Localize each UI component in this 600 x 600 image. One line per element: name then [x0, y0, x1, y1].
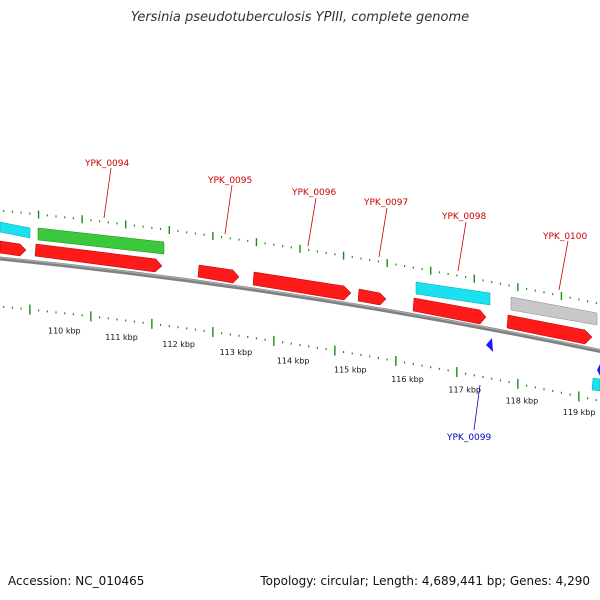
scale-label: 111 kbp	[105, 333, 138, 342]
upper-tick-track	[3, 209, 597, 305]
cds-arrow-left[interactable]	[0, 240, 27, 257]
gene-label-ypk-0094[interactable]: YPK_0094	[84, 159, 130, 169]
feature-blue-right-edge[interactable]	[597, 364, 600, 376]
gene-label-ypk-0096[interactable]: YPK_0096	[291, 188, 337, 198]
gene-label-ypk-0097[interactable]: YPK_0097	[363, 198, 408, 208]
feature-cyan-ypk-0098[interactable]	[415, 281, 491, 306]
scale-label: 113 kbp	[220, 348, 253, 357]
scale-label: 116 kbp	[391, 375, 424, 384]
feature-cyan-right-edge[interactable]	[591, 377, 600, 392]
feature-track	[0, 221, 600, 392]
cds-arrow-ypk-0096[interactable]	[252, 271, 352, 301]
genome-backbone	[0, 256, 600, 354]
gene-label-ypk-0099[interactable]: YPK_0099	[446, 433, 492, 443]
accession-text: Accession: NC_010465	[8, 574, 145, 588]
gene-label-leaders	[103, 167, 569, 431]
genome-title: Yersinia pseudotuberculosis YPIII, compl…	[130, 10, 470, 25]
scale-labels: 110 kbp 111 kbp 112 kbp 113 kbp 114 kbp 115 k…	[48, 326, 595, 417]
scale-label: 118 kbp	[506, 396, 539, 405]
scale-label: 115 kbp	[334, 365, 367, 374]
cds-arrow-ypk-0097[interactable]	[357, 288, 387, 306]
scale-label: 117 kbp	[448, 385, 481, 394]
gene-label-ypk-0095[interactable]: YPK_0095	[207, 176, 252, 186]
cds-arrow-ypk-0100[interactable]	[506, 314, 593, 345]
scale-label: 119 kbp	[563, 408, 596, 417]
scale-label: 110 kbp	[48, 326, 81, 335]
gene-label-ypk-0098[interactable]: YPK_0098	[441, 212, 487, 222]
genome-summary-text: Topology: circular; Length: 4,689,441 bp…	[260, 574, 590, 588]
cds-arrow-ypk-0094[interactable]	[34, 243, 163, 273]
feature-cyan-left[interactable]	[0, 221, 31, 239]
gene-label-ypk-0100[interactable]: YPK_0100	[542, 232, 588, 242]
feature-blue-ypk-0099[interactable]	[486, 338, 493, 352]
genome-backbone-highlight	[0, 256, 600, 351]
lower-tick-track	[3, 304, 597, 402]
feature-gray-ypk-0100[interactable]	[510, 296, 598, 326]
scale-label: 112 kbp	[162, 340, 195, 349]
cds-arrow-ypk-0098[interactable]	[412, 297, 487, 325]
cds-arrow-ypk-0095[interactable]	[197, 264, 240, 284]
feature-green-ypk-0094[interactable]	[37, 227, 165, 255]
scale-label: 114 kbp	[277, 356, 310, 365]
